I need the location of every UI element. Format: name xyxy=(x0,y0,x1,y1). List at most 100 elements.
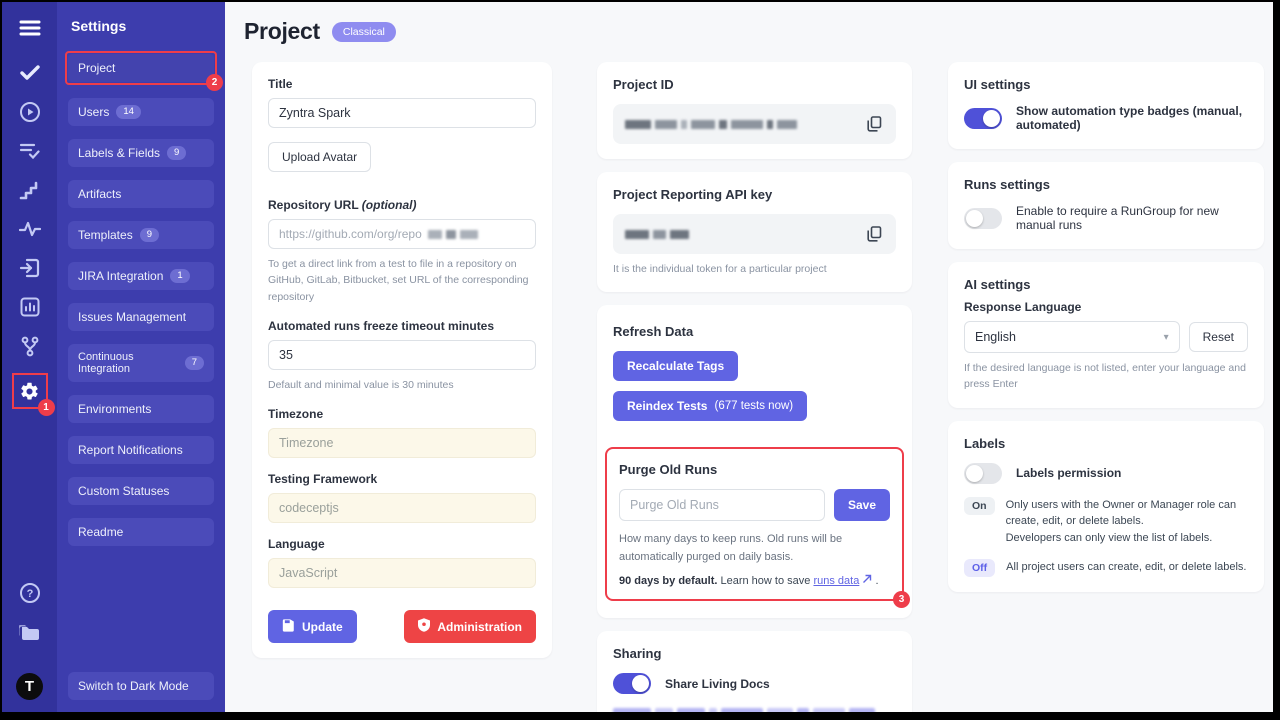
timezone-input[interactable] xyxy=(268,428,536,459)
testing-framework-label: Testing Framework xyxy=(268,472,378,487)
runs-play-icon[interactable] xyxy=(18,100,42,124)
upload-avatar-button[interactable]: Upload Avatar xyxy=(268,142,372,172)
sidebar-item-continuous-integration[interactable]: Continuous Integration 7 xyxy=(68,344,214,382)
annotation-badge-1: 1 xyxy=(37,399,55,416)
branches-git-icon[interactable] xyxy=(18,334,42,358)
runs-settings-label: Runs settings xyxy=(964,177,1050,192)
sidebar-item-templates[interactable]: Templates 9 xyxy=(68,221,214,249)
recalculate-tags-button[interactable]: Recalculate Tags xyxy=(613,351,739,382)
sidebar-item-users[interactable]: Users 14 xyxy=(68,98,214,126)
project-id-label: Project ID xyxy=(613,77,674,92)
freeze-timeout-input[interactable] xyxy=(268,339,536,370)
sharing-card: Sharing Share Living Docs xyxy=(597,631,912,712)
repository-url-input[interactable]: https://github.com/org/repo xyxy=(268,219,536,249)
tests-check-icon[interactable] xyxy=(18,61,42,85)
sidebar-item-label: Readme xyxy=(78,525,124,539)
main-content: Project Classical Title Upload Avatar xyxy=(225,2,1273,712)
redacted-repo-suffix xyxy=(427,229,478,239)
settings-gear-icon[interactable] xyxy=(18,379,42,403)
labels-label: Labels xyxy=(964,435,1006,451)
sidebar-item-readme[interactable]: Readme xyxy=(68,518,214,546)
language-label: Language xyxy=(268,537,325,552)
purge-default-text: 90 days by default. Learn how to save ru… xyxy=(619,575,879,588)
annotation-badge-3: 3 xyxy=(893,591,910,609)
reindex-tests-button[interactable]: Reindex Tests (677 tests now) xyxy=(613,391,808,422)
administration-button[interactable]: Administration xyxy=(404,610,536,644)
redacted-share-link xyxy=(613,708,896,712)
sidebar-item-environments[interactable]: Environments xyxy=(68,395,214,423)
update-button[interactable]: Update xyxy=(268,610,357,644)
project-annotation-box: Project 2 xyxy=(65,51,223,91)
reset-button[interactable]: Reset xyxy=(1188,322,1248,352)
projects-folder-icon[interactable] xyxy=(18,620,42,644)
update-label: Update xyxy=(302,619,343,634)
reindex-count-note: (677 tests now) xyxy=(714,400,794,413)
dark-mode-label: Switch to Dark Mode xyxy=(78,679,189,693)
title-label: Title xyxy=(268,77,293,91)
icon-rail: 1 ? T xyxy=(2,2,57,712)
plans-list-check-icon[interactable] xyxy=(18,139,42,163)
milestones-stairs-icon[interactable] xyxy=(18,178,42,202)
help-icon[interactable]: ? xyxy=(18,581,42,605)
title-input[interactable] xyxy=(268,98,536,128)
language-input[interactable] xyxy=(268,558,536,589)
share-living-docs-toggle[interactable] xyxy=(613,673,651,695)
labels-on-text: Only users with the Owner or Manager rol… xyxy=(1005,498,1237,544)
purge-default-bold: 90 days by default. xyxy=(619,575,718,588)
refresh-data-label: Refresh Data xyxy=(613,324,694,340)
count-badge: 9 xyxy=(167,146,187,160)
sidebar-item-label: Report Notifications xyxy=(78,443,183,457)
administration-label: Administration xyxy=(437,619,522,634)
svg-text:?: ? xyxy=(26,588,33,600)
external-link-icon xyxy=(862,575,872,587)
sidenav-spacer xyxy=(68,559,214,672)
sidebar-item-custom-statuses[interactable]: Custom Statuses xyxy=(68,477,214,505)
api-key-label: Project Reporting API key xyxy=(613,187,773,202)
repository-url-label: Repository URL (optional) xyxy=(268,198,417,212)
testing-framework-input[interactable] xyxy=(268,493,536,524)
sidebar-item-issues-management[interactable]: Issues Management xyxy=(68,303,214,331)
copy-api-key-button[interactable] xyxy=(865,224,884,244)
sidebar-item-artifacts[interactable]: Artifacts xyxy=(68,180,214,208)
labels-card: Labels Labels permission On Only users w… xyxy=(948,420,1264,593)
menu-icon[interactable] xyxy=(18,16,42,40)
api-key-card: Project Reporting API key It is the indi… xyxy=(597,172,912,293)
pulse-activity-icon[interactable] xyxy=(18,217,42,241)
api-key-value xyxy=(613,214,896,254)
page-header: Project Classical xyxy=(244,18,1273,45)
off-badge: Off xyxy=(964,559,996,578)
ui-settings-card: UI settings Show automation type badges … xyxy=(948,62,1264,149)
sidebar-item-label: Labels & Fields xyxy=(78,146,161,160)
runs-data-link[interactable]: runs data xyxy=(813,575,860,588)
labels-permission-toggle[interactable] xyxy=(964,462,1002,484)
sidebar-item-label: Issues Management xyxy=(78,310,187,324)
require-rungroup-label: Enable to require a RunGroup for new man… xyxy=(1016,204,1219,232)
sidebar-item-report-notifications[interactable]: Report Notifications xyxy=(68,436,214,464)
sidebar-item-label: Users xyxy=(78,105,110,119)
count-badge: 9 xyxy=(139,228,159,242)
sidebar-item-label: Project xyxy=(78,61,116,75)
dark-mode-button[interactable]: Switch to Dark Mode xyxy=(68,672,214,700)
copy-project-id-button[interactable] xyxy=(865,114,884,134)
sidebar-item-label: JIRA Integration xyxy=(78,269,164,283)
project-general-card: Title Upload Avatar Repository URL (opti… xyxy=(252,62,552,659)
on-badge: On xyxy=(964,496,995,515)
annotation-badge-2: 2 xyxy=(206,74,223,91)
purge-input[interactable] xyxy=(619,489,825,522)
sidebar-item-label: Environments xyxy=(78,402,152,416)
sidebar-item-labels-fields[interactable]: Labels & Fields 9 xyxy=(68,139,214,167)
app-logo[interactable]: T xyxy=(16,673,43,700)
require-rungroup-toggle[interactable] xyxy=(964,207,1002,229)
analytics-chart-icon[interactable] xyxy=(18,295,42,319)
share-living-docs-label: Share Living Docs xyxy=(665,676,770,691)
purge-label: Purge Old Runs xyxy=(619,462,718,478)
response-language-select[interactable]: English ▾ xyxy=(964,321,1180,353)
settings-annotation-box: 1 xyxy=(11,373,55,416)
sidebar-item-project[interactable]: Project xyxy=(68,54,214,82)
sidebar-item-label: Artifacts xyxy=(78,187,122,201)
import-login-icon[interactable] xyxy=(18,256,42,280)
sidebar-item-jira-integration[interactable]: JIRA Integration 1 xyxy=(68,262,214,290)
purge-save-button[interactable]: Save xyxy=(833,489,890,522)
project-id-card: Project ID xyxy=(597,62,912,159)
automation-badges-toggle[interactable] xyxy=(964,107,1002,129)
